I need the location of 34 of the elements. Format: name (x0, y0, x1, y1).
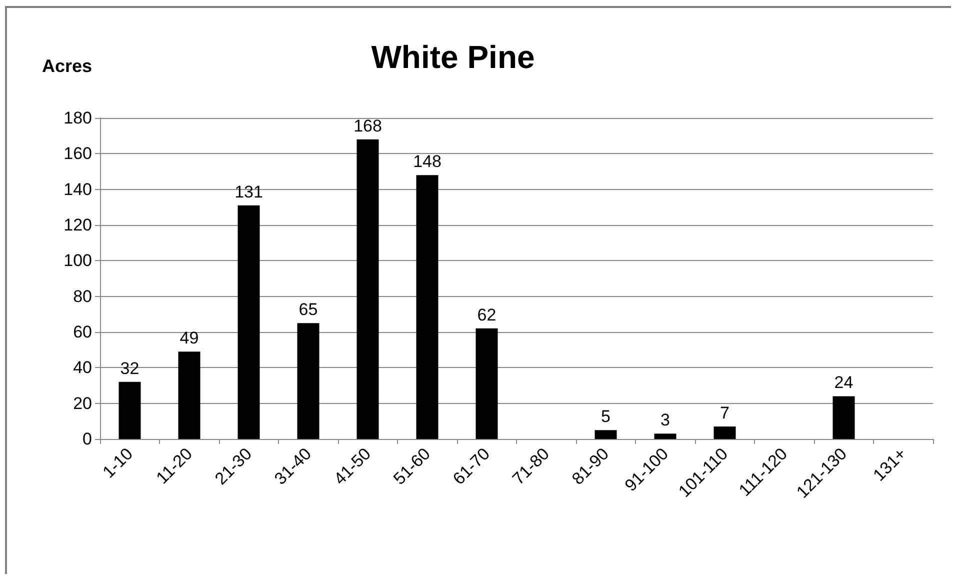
y-tick-label: 180 (64, 108, 92, 128)
chart-title: White Pine (371, 39, 535, 75)
y-tick-label: 140 (64, 180, 92, 199)
data-label: 49 (180, 328, 199, 348)
y-tick-label: 20 (73, 394, 92, 413)
bar (832, 396, 855, 439)
data-label: 3 (660, 410, 670, 430)
y-tick-label: 40 (73, 358, 92, 378)
y-tick-label: 160 (64, 144, 92, 164)
y-tick-label: 60 (73, 322, 92, 342)
y-tick-label: 120 (64, 216, 92, 234)
bar (594, 430, 617, 439)
y-axis-title: Acres (42, 56, 92, 76)
bar (238, 205, 260, 439)
data-label: 131 (234, 182, 263, 202)
data-label: 7 (720, 404, 730, 423)
data-label: 168 (354, 116, 382, 136)
bar (178, 352, 200, 439)
y-tick-label: 80 (73, 286, 92, 306)
y-tick-label: 100 (64, 251, 92, 270)
bar (654, 434, 676, 439)
bar (297, 323, 320, 439)
bar (118, 382, 141, 439)
bar (714, 426, 736, 439)
bar (356, 139, 379, 439)
data-label: 148 (413, 152, 442, 172)
data-label: 32 (120, 358, 140, 378)
data-label: 65 (298, 300, 318, 320)
data-label: 24 (834, 373, 854, 392)
y-tick-label: 0 (82, 430, 92, 448)
bar (476, 328, 498, 439)
data-label: 5 (601, 407, 610, 426)
data-label: 62 (477, 305, 496, 324)
bar (416, 175, 438, 439)
